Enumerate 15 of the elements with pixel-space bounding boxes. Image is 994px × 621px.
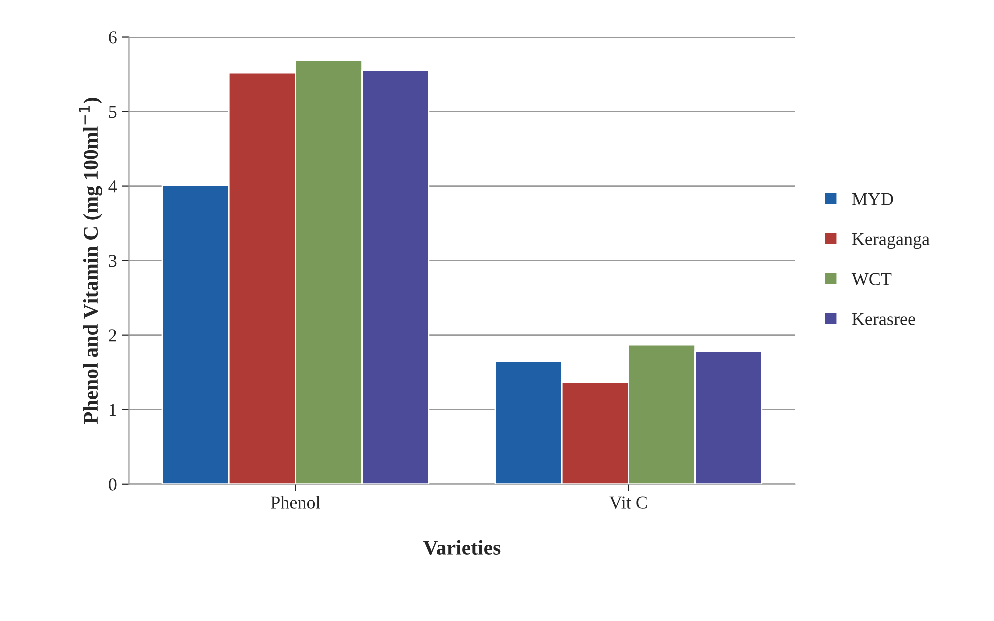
x-tick-label: Phenol <box>271 496 320 509</box>
y-tick-label: 3 <box>109 255 117 268</box>
y-tick-label: 4 <box>108 180 118 193</box>
legend-label: MYD <box>852 193 894 206</box>
x-tick-label: Vit C <box>610 496 647 509</box>
y-tick-label: 0 <box>109 478 117 491</box>
legend-label: Kerasree <box>852 313 916 326</box>
y-tick-label: 5 <box>109 106 117 118</box>
y-tick-label: 2 <box>109 330 116 342</box>
legend-label: Keraganga <box>852 233 930 250</box>
y-tick-label: 6 <box>109 32 117 44</box>
legend-label: WCT <box>852 273 892 286</box>
x-axis-title: Varieties <box>423 540 501 556</box>
y-axis-title: Phenol and Vitamin C (mg 100ml$^{−1}$) <box>79 98 102 424</box>
y-tick-label: 1 <box>110 404 116 416</box>
